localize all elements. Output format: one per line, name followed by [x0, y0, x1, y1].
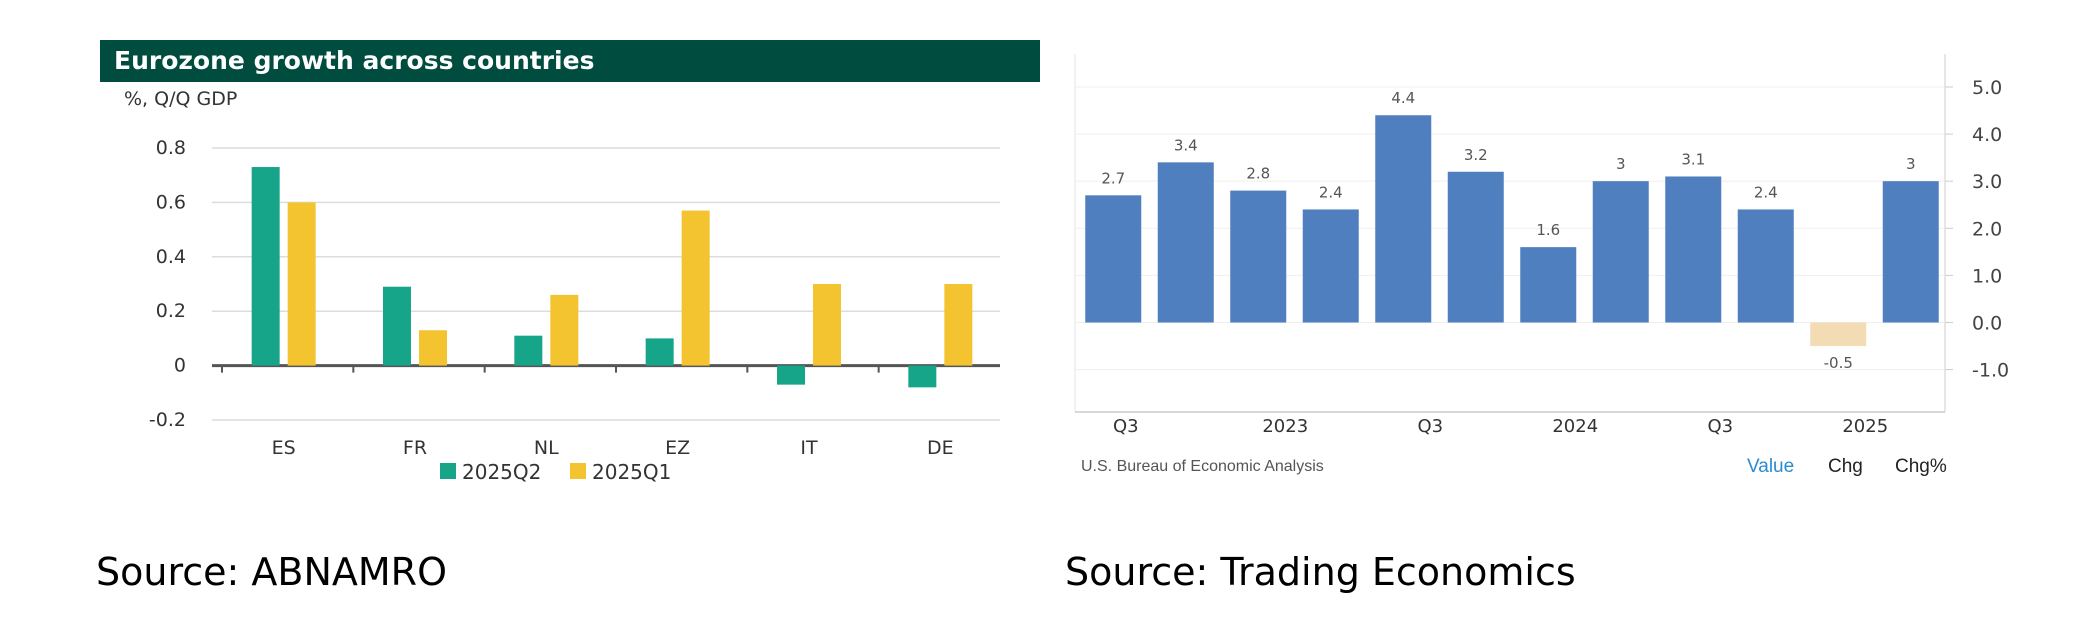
- bar-11: [1882, 181, 1939, 323]
- y-tick-label: 3.0: [1972, 171, 2002, 193]
- x-tick-label: DE: [927, 437, 954, 459]
- y-tick-label: 0.8: [156, 137, 186, 159]
- x-tick-label: 2023: [1262, 416, 1308, 437]
- bar-2025Q1-IT: [813, 284, 841, 366]
- us-gdp-chart: 5.0 4.0 3.0 2.0 1.0 0.0 -1.0 2.7 3.4 2.8 2.4 4.4 3.2…: [1065, 40, 2065, 510]
- y-tick-label: 0: [174, 355, 186, 377]
- bar-7: [1592, 181, 1649, 323]
- bar-6: [1520, 247, 1577, 323]
- bar-2025Q2-FR: [383, 286, 411, 366]
- x-tick-label: Q3: [1113, 416, 1139, 437]
- bar-2025Q2-ES: [251, 167, 280, 366]
- data-label: 3.4: [1174, 136, 1198, 154]
- legend-label-2025Q1: 2025Q1: [592, 460, 671, 484]
- bar-2025Q1-ES: [287, 202, 316, 366]
- bar-9: [1737, 209, 1794, 323]
- bar-2: [1230, 190, 1287, 323]
- y-tick-label: 4.0: [1972, 124, 2002, 146]
- x-tick-label: 2024: [1552, 416, 1598, 437]
- y-tick-label: 1.0: [1972, 265, 2002, 287]
- bar-10: [1810, 322, 1867, 347]
- y-tick-label: 5.0: [1972, 77, 2002, 99]
- chart-title: Eurozone growth across countries: [114, 46, 595, 75]
- tab-chg-pct[interactable]: Chg%: [1895, 456, 1947, 477]
- tab-chg[interactable]: Chg: [1828, 456, 1863, 477]
- x-tick-label: ES: [272, 437, 296, 459]
- data-label: 3.2: [1464, 146, 1488, 164]
- data-label: 3: [1616, 155, 1626, 173]
- bar-2025Q2-DE: [908, 365, 937, 388]
- us-gdp-plot: 5.0 4.0 3.0 2.0 1.0 0.0 -1.0 2.7 3.4 2.8 2.4 4.4 3.2…: [1074, 54, 2009, 437]
- data-label: 1.6: [1536, 221, 1560, 239]
- data-label: 3.1: [1681, 150, 1705, 168]
- y-tick-label: -0.2: [149, 409, 186, 431]
- tab-value[interactable]: Value: [1747, 456, 1795, 477]
- bar-4: [1375, 115, 1432, 323]
- bar-3: [1302, 209, 1359, 323]
- bar-2025Q1-FR: [419, 330, 447, 366]
- y-tick-label: 2.0: [1972, 218, 2002, 240]
- x-tick-label: FR: [403, 437, 427, 459]
- bar-2025Q1-EZ: [681, 210, 710, 366]
- bar-2025Q2-EZ: [645, 338, 674, 366]
- data-credit: U.S. Bureau of Economic Analysis: [1081, 458, 1324, 475]
- data-label: 2.8: [1246, 165, 1270, 183]
- legend-label-2025Q2: 2025Q2: [462, 460, 541, 484]
- data-label: 2.4: [1319, 183, 1343, 201]
- x-tick-label: Q3: [1707, 416, 1733, 437]
- bar-2025Q2-NL: [514, 335, 543, 366]
- y-tick-label: 0.2: [156, 300, 186, 322]
- bar-5: [1447, 171, 1504, 323]
- x-tick-label: Q3: [1417, 416, 1443, 437]
- bar-0: [1085, 195, 1142, 323]
- y-tick-label: -1.0: [1972, 360, 2009, 382]
- chart-title-banner: Eurozone growth across countries: [100, 40, 1040, 82]
- y-axis-label: %, Q/Q GDP: [124, 88, 238, 110]
- data-label: 2.4: [1754, 183, 1778, 201]
- legend-swatch-2025Q2: [440, 463, 456, 479]
- y-tick-label: 0.4: [156, 246, 186, 268]
- bar-2025Q1-DE: [944, 284, 973, 366]
- source-left: Source: ABNAMRO: [96, 550, 447, 594]
- x-tick-label: NL: [534, 437, 559, 459]
- data-label: 2.7: [1101, 169, 1125, 187]
- bar-1: [1157, 162, 1214, 323]
- y-tick-label: 0.0: [1972, 313, 2002, 335]
- bar-8: [1665, 176, 1722, 323]
- source-right: Source: Trading Economics: [1065, 550, 1576, 594]
- x-tick-label: IT: [800, 437, 818, 459]
- legend-swatch-2025Q1: [570, 463, 586, 479]
- bar-2025Q1-NL: [550, 294, 579, 366]
- data-label: 3: [1906, 155, 1916, 173]
- data-label: -0.5: [1824, 354, 1853, 372]
- data-label: 4.4: [1391, 89, 1415, 107]
- x-tick-label: EZ: [665, 437, 690, 459]
- eurozone-chart: Eurozone growth across countries %, Q/Q …: [100, 40, 1050, 500]
- x-tick-label: 2025: [1842, 416, 1888, 437]
- eurozone-plot: 0.8 0.6 0.4 0.2 0 -0.2 ES FR NL EZ IT DE 2025Q2 2025Q…: [149, 137, 1000, 484]
- y-tick-label: 0.6: [156, 191, 186, 213]
- bar-2025Q2-IT: [777, 365, 805, 385]
